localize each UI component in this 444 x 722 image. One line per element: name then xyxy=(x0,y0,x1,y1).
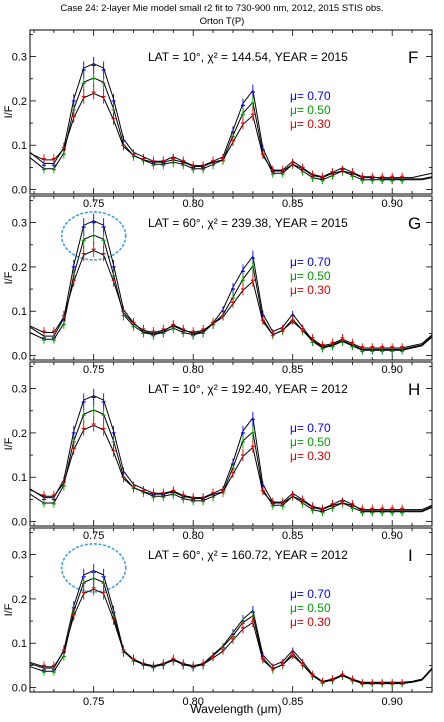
panel-info: LAT = 60°, χ² = 239.38, YEAR = 2015 xyxy=(148,216,348,230)
y-tick-label: 0.1 xyxy=(12,140,27,152)
y-axis-label: I/F xyxy=(3,105,15,118)
panel-f: 0.75 0.80 0.85 0.90 0.0 0.1 0.2 0.3 I/F LAT = 10°… xyxy=(3,29,433,210)
observation-series-2 xyxy=(41,402,405,517)
legend-entry-2: μ= 0.50 xyxy=(290,435,331,449)
x-tick-label: 0.80 xyxy=(182,696,203,708)
y-tick-label: 0.3 xyxy=(12,218,27,230)
legend-entry-3: μ= 0.30 xyxy=(290,615,331,629)
model-line-3 xyxy=(29,249,433,349)
highlight-ellipse xyxy=(60,211,127,261)
panel-info: LAT = 10°, χ² = 144.54, YEAR = 2015 xyxy=(148,50,348,64)
model-line-2 xyxy=(29,77,433,181)
model-line-2 xyxy=(29,577,433,684)
y-tick-label: 0.2 xyxy=(12,594,27,606)
model-line-1 xyxy=(29,570,433,683)
y-tick-label: 0.0 xyxy=(12,517,27,529)
plot-frame xyxy=(29,361,433,527)
legend-entry-2: μ= 0.50 xyxy=(290,601,331,615)
y-tick-label: 0.2 xyxy=(12,262,27,274)
panel-h: 0.75 0.80 0.85 0.90 0.0 0.1 0.2 0.3 I/F LAT = 10°… xyxy=(3,361,433,542)
y-axis-label: I/F xyxy=(3,437,15,450)
x-tick-label: 0.75 xyxy=(83,198,104,210)
x-tick-label: 0.75 xyxy=(83,530,104,542)
x-tick-label: 0.80 xyxy=(182,198,203,210)
x-tick-label: 0.85 xyxy=(282,696,303,708)
y-tick-label: 0.1 xyxy=(12,472,27,484)
model-line-1 xyxy=(29,220,433,350)
y-axis-label: I/F xyxy=(3,271,15,284)
y-axis-label: I/F xyxy=(3,603,15,616)
y-tick-label: 0.1 xyxy=(12,638,27,650)
observation-series-3 xyxy=(41,241,405,351)
legend-entry-2: μ= 0.50 xyxy=(290,269,331,283)
x-tick-label: 0.90 xyxy=(381,530,402,542)
x-tick-label: 0.85 xyxy=(282,530,303,542)
y-tick-label: 0.3 xyxy=(12,52,27,64)
model-line-1 xyxy=(29,395,433,512)
plot-frame xyxy=(29,195,433,361)
highlight-ellipse xyxy=(60,543,127,593)
y-tick-label: 0.0 xyxy=(12,351,27,363)
x-tick-label: 0.80 xyxy=(182,364,203,376)
x-tick-label: 0.90 xyxy=(381,696,402,708)
model-line-2 xyxy=(29,409,433,513)
y-tick-label: 0.2 xyxy=(12,96,27,108)
x-tick-label: 0.90 xyxy=(381,364,402,376)
panel-i: 0.75 0.80 0.85 0.90 0.0 0.1 0.2 0.3 I/F LAT = 60°… xyxy=(3,527,433,708)
model-line-1 xyxy=(29,63,433,180)
plot-frame xyxy=(29,527,433,693)
panel-letter: F xyxy=(408,48,418,67)
panel-g: 0.75 0.80 0.85 0.90 0.0 0.1 0.2 0.3 I/F LAT = 60°… xyxy=(3,195,433,376)
legend-entry-3: μ= 0.30 xyxy=(290,117,331,131)
panel-letter: H xyxy=(408,380,420,399)
x-tick-label: 0.75 xyxy=(83,364,104,376)
x-tick-label: 0.80 xyxy=(182,530,203,542)
panel-info: LAT = 60°, χ² = 160.72, YEAR = 2012 xyxy=(148,548,348,562)
x-tick-label: 0.75 xyxy=(83,696,104,708)
legend-entry-1: μ= 0.70 xyxy=(290,421,331,435)
legend-entry-3: μ= 0.30 xyxy=(290,283,331,297)
y-tick-label: 0.3 xyxy=(12,550,27,562)
observation-series-1 xyxy=(41,564,405,688)
x-axis-label: Wavelength (μm) xyxy=(190,702,281,716)
legend-entry-1: μ= 0.70 xyxy=(290,255,331,269)
observation-series-2 xyxy=(41,571,405,688)
observation-series-3 xyxy=(41,416,405,512)
legend-entry-1: μ= 0.70 xyxy=(290,587,331,601)
x-tick-label: 0.85 xyxy=(282,364,303,376)
figure-subtitle: Orton T(P) xyxy=(200,16,245,27)
legend-entry-1: μ= 0.70 xyxy=(290,89,331,103)
panel-letter: G xyxy=(408,214,421,233)
panels: 0.75 0.80 0.85 0.90 0.0 0.1 0.2 0.3 I/F LAT = 10°… xyxy=(3,29,433,708)
y-tick-label: 0.0 xyxy=(12,185,27,197)
legend-entry-3: μ= 0.30 xyxy=(290,449,331,463)
observation-series-3 xyxy=(41,84,405,180)
legend-entry-2: μ= 0.50 xyxy=(290,103,331,117)
x-tick-label: 0.85 xyxy=(282,198,303,210)
plot-frame xyxy=(29,29,433,195)
y-tick-label: 0.3 xyxy=(12,384,27,396)
panel-letter: I xyxy=(408,546,413,565)
observation-series-2 xyxy=(41,70,405,185)
y-tick-label: 0.0 xyxy=(12,683,27,695)
figure-title: Case 24: 2-layer Mie model small r2 fit … xyxy=(60,3,383,14)
y-tick-label: 0.2 xyxy=(12,428,27,440)
panel-info: LAT = 10°, χ² = 192.40, YEAR = 2012 xyxy=(148,382,348,396)
observation-series-2 xyxy=(41,227,405,355)
y-tick-label: 0.1 xyxy=(12,306,27,318)
observation-series-1 xyxy=(41,213,405,355)
x-tick-label: 0.90 xyxy=(381,198,402,210)
observation-series-3 xyxy=(41,580,405,686)
